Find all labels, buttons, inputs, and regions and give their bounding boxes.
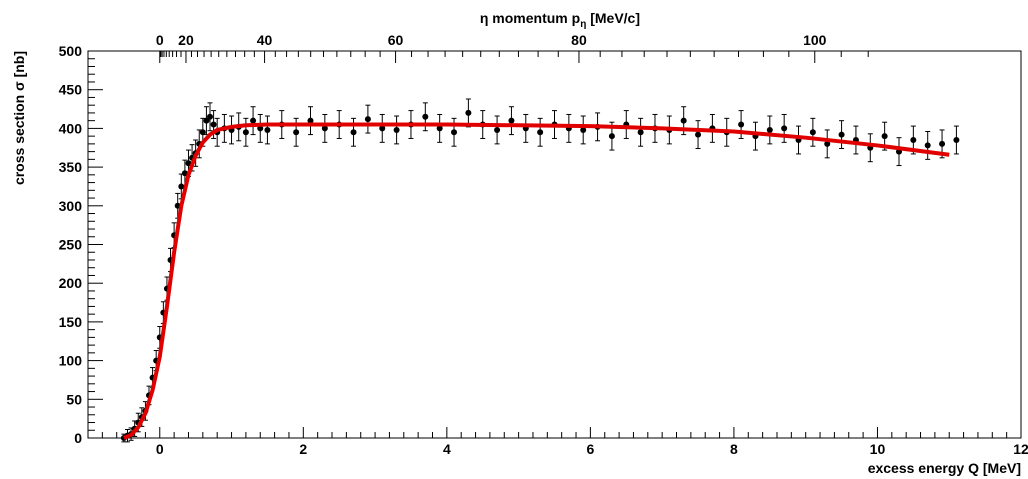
axes: 0 2 4 6 8 10 12 0 50 100 150 200 250 300 350 400 450 500 0… <box>59 32 1028 457</box>
data-point <box>293 129 300 136</box>
y-tick-label: 350 <box>59 159 83 175</box>
data-point <box>307 117 314 124</box>
data-point <box>185 160 192 167</box>
x-tick-label: 2 <box>299 441 307 457</box>
fit-curve <box>123 122 950 440</box>
y-tick-label: 50 <box>66 391 82 407</box>
data-point <box>924 142 931 149</box>
top-tick-label: 100 <box>803 32 827 48</box>
data-point <box>637 129 644 136</box>
data-point <box>422 113 429 120</box>
x-tick-label: 6 <box>586 441 594 457</box>
data-point <box>199 129 206 136</box>
data-point <box>910 137 917 144</box>
data-point <box>809 129 816 136</box>
data-point <box>508 117 515 124</box>
data-point <box>379 125 386 132</box>
data-point <box>203 117 210 124</box>
data-point <box>953 137 960 144</box>
y-tick-label: 0 <box>74 430 82 446</box>
data-point <box>465 109 472 116</box>
y-tick-label: 300 <box>59 198 83 214</box>
data-point <box>824 140 831 147</box>
y-tick-label: 150 <box>59 314 83 330</box>
data-point <box>580 126 587 133</box>
data-point <box>178 183 185 190</box>
data-point <box>881 133 888 140</box>
top-tick-label: 0 <box>156 32 164 48</box>
data-point <box>321 125 328 132</box>
y-tick-label: 100 <box>59 353 83 369</box>
data-point <box>838 131 845 138</box>
top-tick-label: 40 <box>257 32 273 48</box>
y-tick-label: 250 <box>59 237 83 253</box>
top-axis-title: η momentum pη [MeV/c] <box>480 10 640 30</box>
data-layer <box>120 98 960 443</box>
data-point <box>451 129 458 136</box>
x-tick-label: 10 <box>870 441 886 457</box>
top-tick-label: 20 <box>178 32 194 48</box>
data-point <box>264 126 271 133</box>
top-tick-label: 80 <box>571 32 587 48</box>
y-tick-label: 400 <box>59 120 83 136</box>
y-tick-label: 500 <box>59 43 83 59</box>
y-tick-label: 200 <box>59 275 83 291</box>
data-point <box>436 125 443 132</box>
data-point <box>242 129 249 136</box>
data-point <box>738 121 745 128</box>
x-tick-label: 12 <box>1013 441 1028 457</box>
data-point <box>181 170 188 177</box>
data-point <box>939 140 946 147</box>
y-axis-title: cross section σ [nb] <box>11 51 27 185</box>
data-point <box>695 131 702 138</box>
x-tick-label: 8 <box>730 441 738 457</box>
data-point <box>257 125 264 132</box>
top-tick-label: 60 <box>388 32 404 48</box>
data-point <box>766 126 773 133</box>
data-point <box>393 126 400 133</box>
data-point <box>210 121 217 128</box>
data-point <box>781 125 788 132</box>
data-point <box>364 116 371 123</box>
data-point <box>207 113 214 120</box>
data-point <box>250 117 257 124</box>
plot-frame <box>87 50 1022 439</box>
x-tick-label: 4 <box>443 441 451 457</box>
x-axis-title: excess energy Q [MeV] <box>868 460 1021 476</box>
y-tick-label: 450 <box>59 82 83 98</box>
data-point <box>350 129 357 136</box>
data-point <box>494 126 501 133</box>
data-point <box>537 129 544 136</box>
data-point <box>680 117 687 124</box>
x-tick-label: 0 <box>156 441 164 457</box>
data-point <box>608 133 615 140</box>
